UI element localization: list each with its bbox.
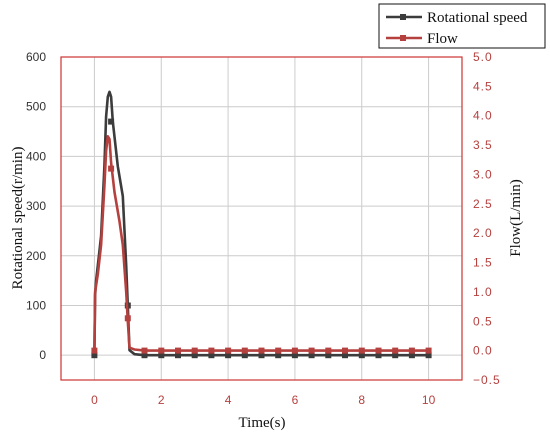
left-tick-label: 100 bbox=[26, 298, 46, 312]
marker-flow bbox=[175, 347, 181, 354]
marker-rotational-speed bbox=[108, 118, 115, 125]
plot-frame bbox=[60, 56, 463, 381]
legend-marker-rotational-speed bbox=[400, 14, 406, 20]
marker-flow bbox=[225, 347, 232, 354]
marker-flow bbox=[208, 347, 215, 354]
left-tick-label: 400 bbox=[26, 149, 46, 163]
marker-rotational-speed bbox=[191, 352, 198, 359]
right-tick-label: 2.0 bbox=[473, 226, 493, 240]
left-tick-label: 500 bbox=[26, 100, 46, 114]
marker-flow bbox=[392, 347, 399, 354]
left-axis-title: Rotational speed(r/min) bbox=[10, 147, 26, 290]
marker-flow bbox=[291, 347, 298, 354]
legend-marker-flow bbox=[400, 35, 406, 41]
x-tick-label: 8 bbox=[358, 393, 365, 407]
marker-rotational-speed bbox=[91, 352, 98, 359]
right-tick-label: 4.5 bbox=[473, 79, 493, 93]
marker-flow bbox=[124, 315, 131, 322]
right-tick-label: 0.0 bbox=[473, 344, 493, 358]
marker-flow bbox=[108, 165, 115, 172]
marker-rotational-speed bbox=[208, 352, 215, 359]
marker-flow bbox=[308, 347, 315, 354]
marker-rotational-speed bbox=[275, 352, 282, 359]
marker-rotational-speed bbox=[241, 352, 248, 359]
right-tick-label: 3.0 bbox=[473, 167, 493, 181]
marker-flow bbox=[358, 347, 365, 354]
x-axis-ticks: 0 2 4 6 8 10 bbox=[91, 393, 436, 407]
marker-rotational-speed bbox=[141, 352, 148, 359]
x-tick-label: 10 bbox=[422, 393, 436, 407]
marker-flow bbox=[141, 347, 148, 354]
left-tick-label: 200 bbox=[26, 249, 46, 263]
x-tick-label: 2 bbox=[158, 393, 165, 407]
series-layer bbox=[91, 90, 432, 359]
left-tick-label: 600 bbox=[26, 50, 46, 64]
legend-box bbox=[378, 3, 546, 49]
marker-rotational-speed bbox=[175, 352, 181, 359]
right-axis-title: Flow(L/min) bbox=[508, 179, 524, 257]
x-tick-label: 6 bbox=[292, 393, 299, 407]
left-tick-label: 300 bbox=[26, 199, 46, 213]
right-tick-label: 0.5 bbox=[473, 314, 493, 328]
marker-rotational-speed bbox=[425, 352, 432, 359]
right-tick-label: 2.5 bbox=[473, 197, 493, 211]
marker-flow bbox=[275, 347, 282, 354]
x-tick-label: 4 bbox=[225, 393, 232, 407]
marker-flow bbox=[191, 347, 198, 354]
marker-rotational-speed bbox=[392, 352, 399, 359]
marker-flow bbox=[375, 347, 382, 354]
marker-flow bbox=[342, 347, 348, 354]
right-tick-label: 5.0 bbox=[473, 50, 493, 64]
right-tick-label: 1.5 bbox=[473, 256, 493, 270]
marker-flow bbox=[158, 347, 165, 354]
series-line-flow bbox=[93, 135, 429, 352]
right-tick-label: 3.5 bbox=[473, 138, 493, 152]
marker-rotational-speed bbox=[258, 352, 265, 359]
right-tick-label: 4.0 bbox=[473, 109, 493, 123]
marker-flow bbox=[408, 347, 415, 354]
marker-flow bbox=[241, 347, 248, 354]
left-tick-label: 0 bbox=[39, 348, 46, 362]
marker-rotational-speed bbox=[358, 352, 365, 359]
marker-rotational-speed bbox=[408, 352, 415, 359]
legend-label-rotational-speed: Rotational speed bbox=[427, 10, 528, 26]
right-tick-label: 1.0 bbox=[473, 285, 493, 299]
marker-rotational-speed bbox=[225, 352, 232, 359]
x-axis-title: Time(s) bbox=[239, 415, 286, 431]
marker-rotational-speed bbox=[325, 352, 332, 359]
x-tick-label: 0 bbox=[91, 393, 98, 407]
marker-flow bbox=[258, 347, 265, 354]
marker-rotational-speed bbox=[342, 352, 348, 359]
left-axis-ticks: 0 100 200 300 400 500 600 bbox=[26, 50, 46, 362]
marker-flow bbox=[425, 347, 432, 354]
marker-rotational-speed bbox=[308, 352, 315, 359]
marker-rotational-speed bbox=[291, 352, 298, 359]
right-axis-ticks: −0.5 0.0 0.5 1.0 1.5 2.0 2.5 3.0 3.5 4.0 4.5 5.0 bbox=[473, 50, 501, 387]
marker-rotational-speed bbox=[158, 352, 165, 359]
marker-flow bbox=[325, 347, 332, 354]
legend-label-flow: Flow bbox=[427, 31, 458, 47]
legend: Rotational speed Flow bbox=[378, 3, 546, 49]
marker-flow bbox=[91, 347, 98, 354]
right-tick-label: −0.5 bbox=[473, 373, 501, 387]
marker-rotational-speed bbox=[375, 352, 382, 359]
